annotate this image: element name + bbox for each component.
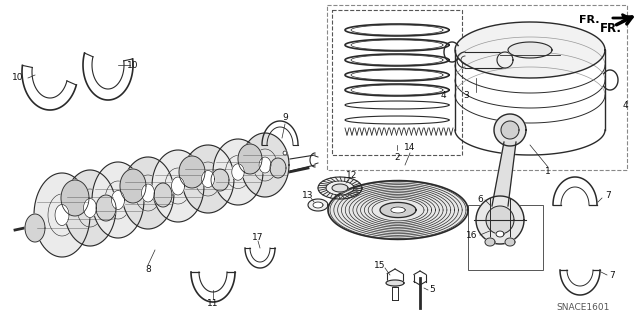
Polygon shape — [211, 169, 229, 191]
Polygon shape — [492, 142, 516, 206]
Bar — [468, 205, 543, 270]
Polygon shape — [318, 177, 362, 199]
Text: 2: 2 — [394, 152, 400, 161]
Text: FR.: FR. — [579, 15, 600, 25]
Polygon shape — [64, 170, 116, 246]
Polygon shape — [96, 195, 116, 221]
Text: FR.: FR. — [600, 21, 622, 34]
Polygon shape — [241, 133, 289, 197]
Text: 13: 13 — [302, 190, 314, 199]
Polygon shape — [332, 184, 348, 192]
Polygon shape — [501, 121, 519, 139]
Polygon shape — [154, 183, 172, 207]
Polygon shape — [202, 170, 214, 188]
Polygon shape — [328, 181, 468, 239]
Polygon shape — [232, 164, 244, 180]
Polygon shape — [61, 180, 89, 216]
Text: 9: 9 — [282, 114, 288, 122]
Text: 10: 10 — [127, 61, 139, 70]
Polygon shape — [25, 214, 45, 242]
Polygon shape — [152, 150, 204, 222]
Polygon shape — [391, 207, 405, 213]
Text: 3: 3 — [463, 91, 469, 100]
Text: 14: 14 — [404, 143, 416, 152]
Polygon shape — [83, 198, 97, 218]
Polygon shape — [122, 157, 174, 229]
Polygon shape — [120, 169, 146, 203]
Polygon shape — [497, 52, 513, 68]
FancyBboxPatch shape — [327, 5, 627, 170]
Polygon shape — [55, 204, 69, 226]
Polygon shape — [172, 177, 184, 195]
Polygon shape — [508, 42, 552, 58]
Text: 4: 4 — [440, 91, 446, 100]
Text: 7: 7 — [605, 190, 611, 199]
Polygon shape — [486, 206, 514, 234]
Polygon shape — [259, 157, 271, 173]
Polygon shape — [380, 203, 416, 218]
Text: 7: 7 — [609, 271, 615, 279]
Polygon shape — [238, 144, 262, 174]
FancyBboxPatch shape — [332, 10, 462, 155]
Text: 15: 15 — [374, 261, 386, 270]
Text: SNACE1601: SNACE1601 — [556, 303, 609, 313]
Text: 5: 5 — [429, 286, 435, 294]
Text: 6: 6 — [477, 196, 483, 204]
Text: 10: 10 — [12, 73, 24, 83]
Polygon shape — [270, 158, 286, 178]
Polygon shape — [111, 190, 125, 210]
Text: 16: 16 — [467, 231, 477, 240]
Polygon shape — [141, 184, 154, 202]
Text: 17: 17 — [252, 233, 264, 241]
Polygon shape — [179, 156, 205, 188]
Polygon shape — [283, 151, 287, 155]
Text: 12: 12 — [346, 170, 358, 180]
Polygon shape — [92, 162, 144, 238]
Polygon shape — [505, 238, 515, 246]
Polygon shape — [455, 22, 605, 78]
Polygon shape — [308, 199, 328, 211]
Polygon shape — [496, 231, 504, 237]
Polygon shape — [182, 145, 234, 213]
Polygon shape — [213, 139, 263, 205]
Polygon shape — [494, 114, 526, 146]
Polygon shape — [34, 173, 90, 257]
Text: 1: 1 — [545, 167, 551, 176]
Polygon shape — [485, 238, 495, 246]
Text: 11: 11 — [207, 300, 219, 308]
Polygon shape — [313, 202, 323, 208]
Polygon shape — [476, 196, 524, 244]
Text: 4: 4 — [622, 100, 628, 109]
Text: 8: 8 — [145, 265, 151, 275]
Polygon shape — [386, 280, 404, 286]
